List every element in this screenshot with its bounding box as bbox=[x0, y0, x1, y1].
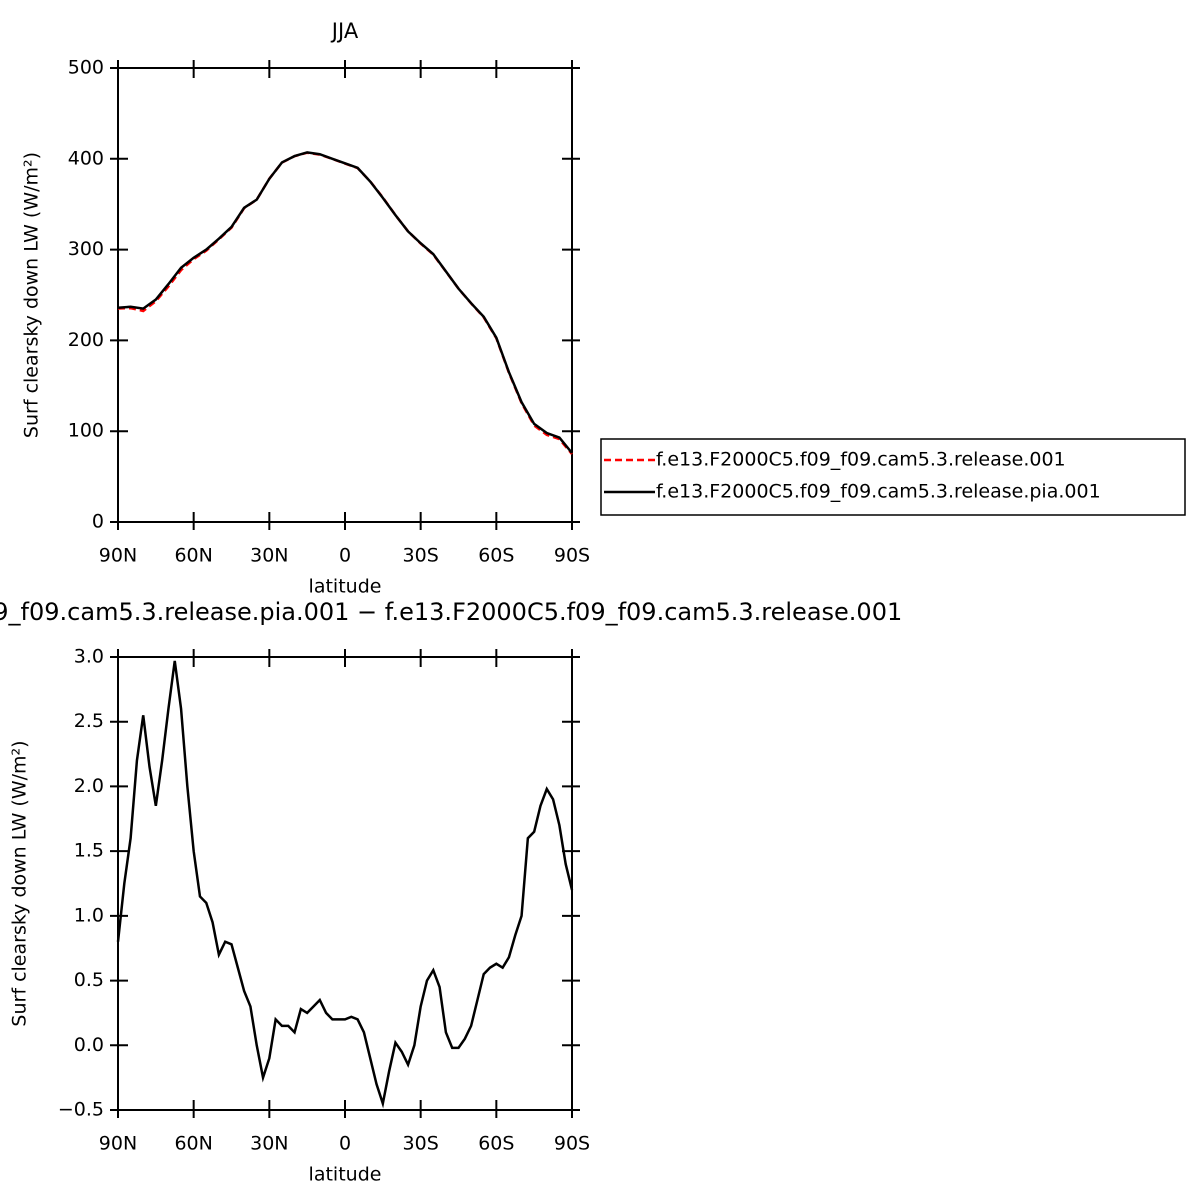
x-tick-label: 90S bbox=[554, 1133, 590, 1155]
x-tick-label: 60N bbox=[174, 545, 212, 567]
y-tick-label: 0.5 bbox=[74, 969, 104, 991]
x-tick-label: 0 bbox=[339, 545, 351, 567]
y-tick-label: 200 bbox=[68, 329, 104, 351]
x-axis-label: latitude bbox=[309, 576, 382, 598]
plot-frame bbox=[117, 656, 573, 1111]
legend-box bbox=[600, 438, 1186, 516]
y-tick-label: −0.5 bbox=[58, 1099, 104, 1121]
y-tick-label: 400 bbox=[68, 147, 104, 169]
x-tick-label: 30S bbox=[403, 1133, 439, 1155]
x-tick-label: 60S bbox=[478, 1133, 514, 1155]
y-axis-label: Surf clearsky down LW (W/m²) bbox=[9, 740, 31, 1026]
y-tick-label: 100 bbox=[68, 420, 104, 442]
y-tick-label: 1.0 bbox=[74, 904, 104, 926]
x-tick-label: 60N bbox=[174, 1133, 212, 1155]
legend-label: f.e13.F2000C5.f09_f09.cam5.3.release.pia… bbox=[656, 481, 1101, 503]
series-line bbox=[117, 151, 573, 455]
chart-title: f.e13.F2000C5.f09_f09.cam5.3.release.pia… bbox=[0, 598, 902, 626]
y-tick-label: 2.0 bbox=[74, 775, 104, 797]
y-tick-label: 0.0 bbox=[74, 1034, 104, 1056]
x-tick-label: 90S bbox=[554, 545, 590, 567]
x-tick-label: 90N bbox=[99, 1133, 137, 1155]
y-axis-label: Surf clearsky down LW (W/m²) bbox=[21, 152, 43, 438]
y-tick-label: 0 bbox=[92, 511, 104, 533]
series-line bbox=[116, 660, 574, 1109]
x-tick-label: 30N bbox=[250, 545, 288, 567]
y-tick-label: 500 bbox=[68, 57, 104, 79]
x-tick-label: 30S bbox=[403, 545, 439, 567]
x-tick-label: 30N bbox=[250, 1133, 288, 1155]
legend-label: f.e13.F2000C5.f09_f09.cam5.3.release.001 bbox=[656, 449, 1066, 471]
chart-title: JJA bbox=[330, 19, 359, 43]
y-tick-label: 1.5 bbox=[74, 840, 104, 862]
y-tick-label: 3.0 bbox=[74, 646, 104, 668]
x-tick-label: 60S bbox=[478, 545, 514, 567]
y-tick-label: 300 bbox=[68, 238, 104, 260]
y-tick-label: 2.5 bbox=[74, 710, 104, 732]
x-tick-label: 0 bbox=[339, 1133, 351, 1155]
x-axis-label: latitude bbox=[309, 1164, 382, 1186]
x-tick-label: 90N bbox=[99, 545, 137, 567]
series-line bbox=[117, 151, 573, 454]
plot-frame bbox=[117, 67, 573, 523]
